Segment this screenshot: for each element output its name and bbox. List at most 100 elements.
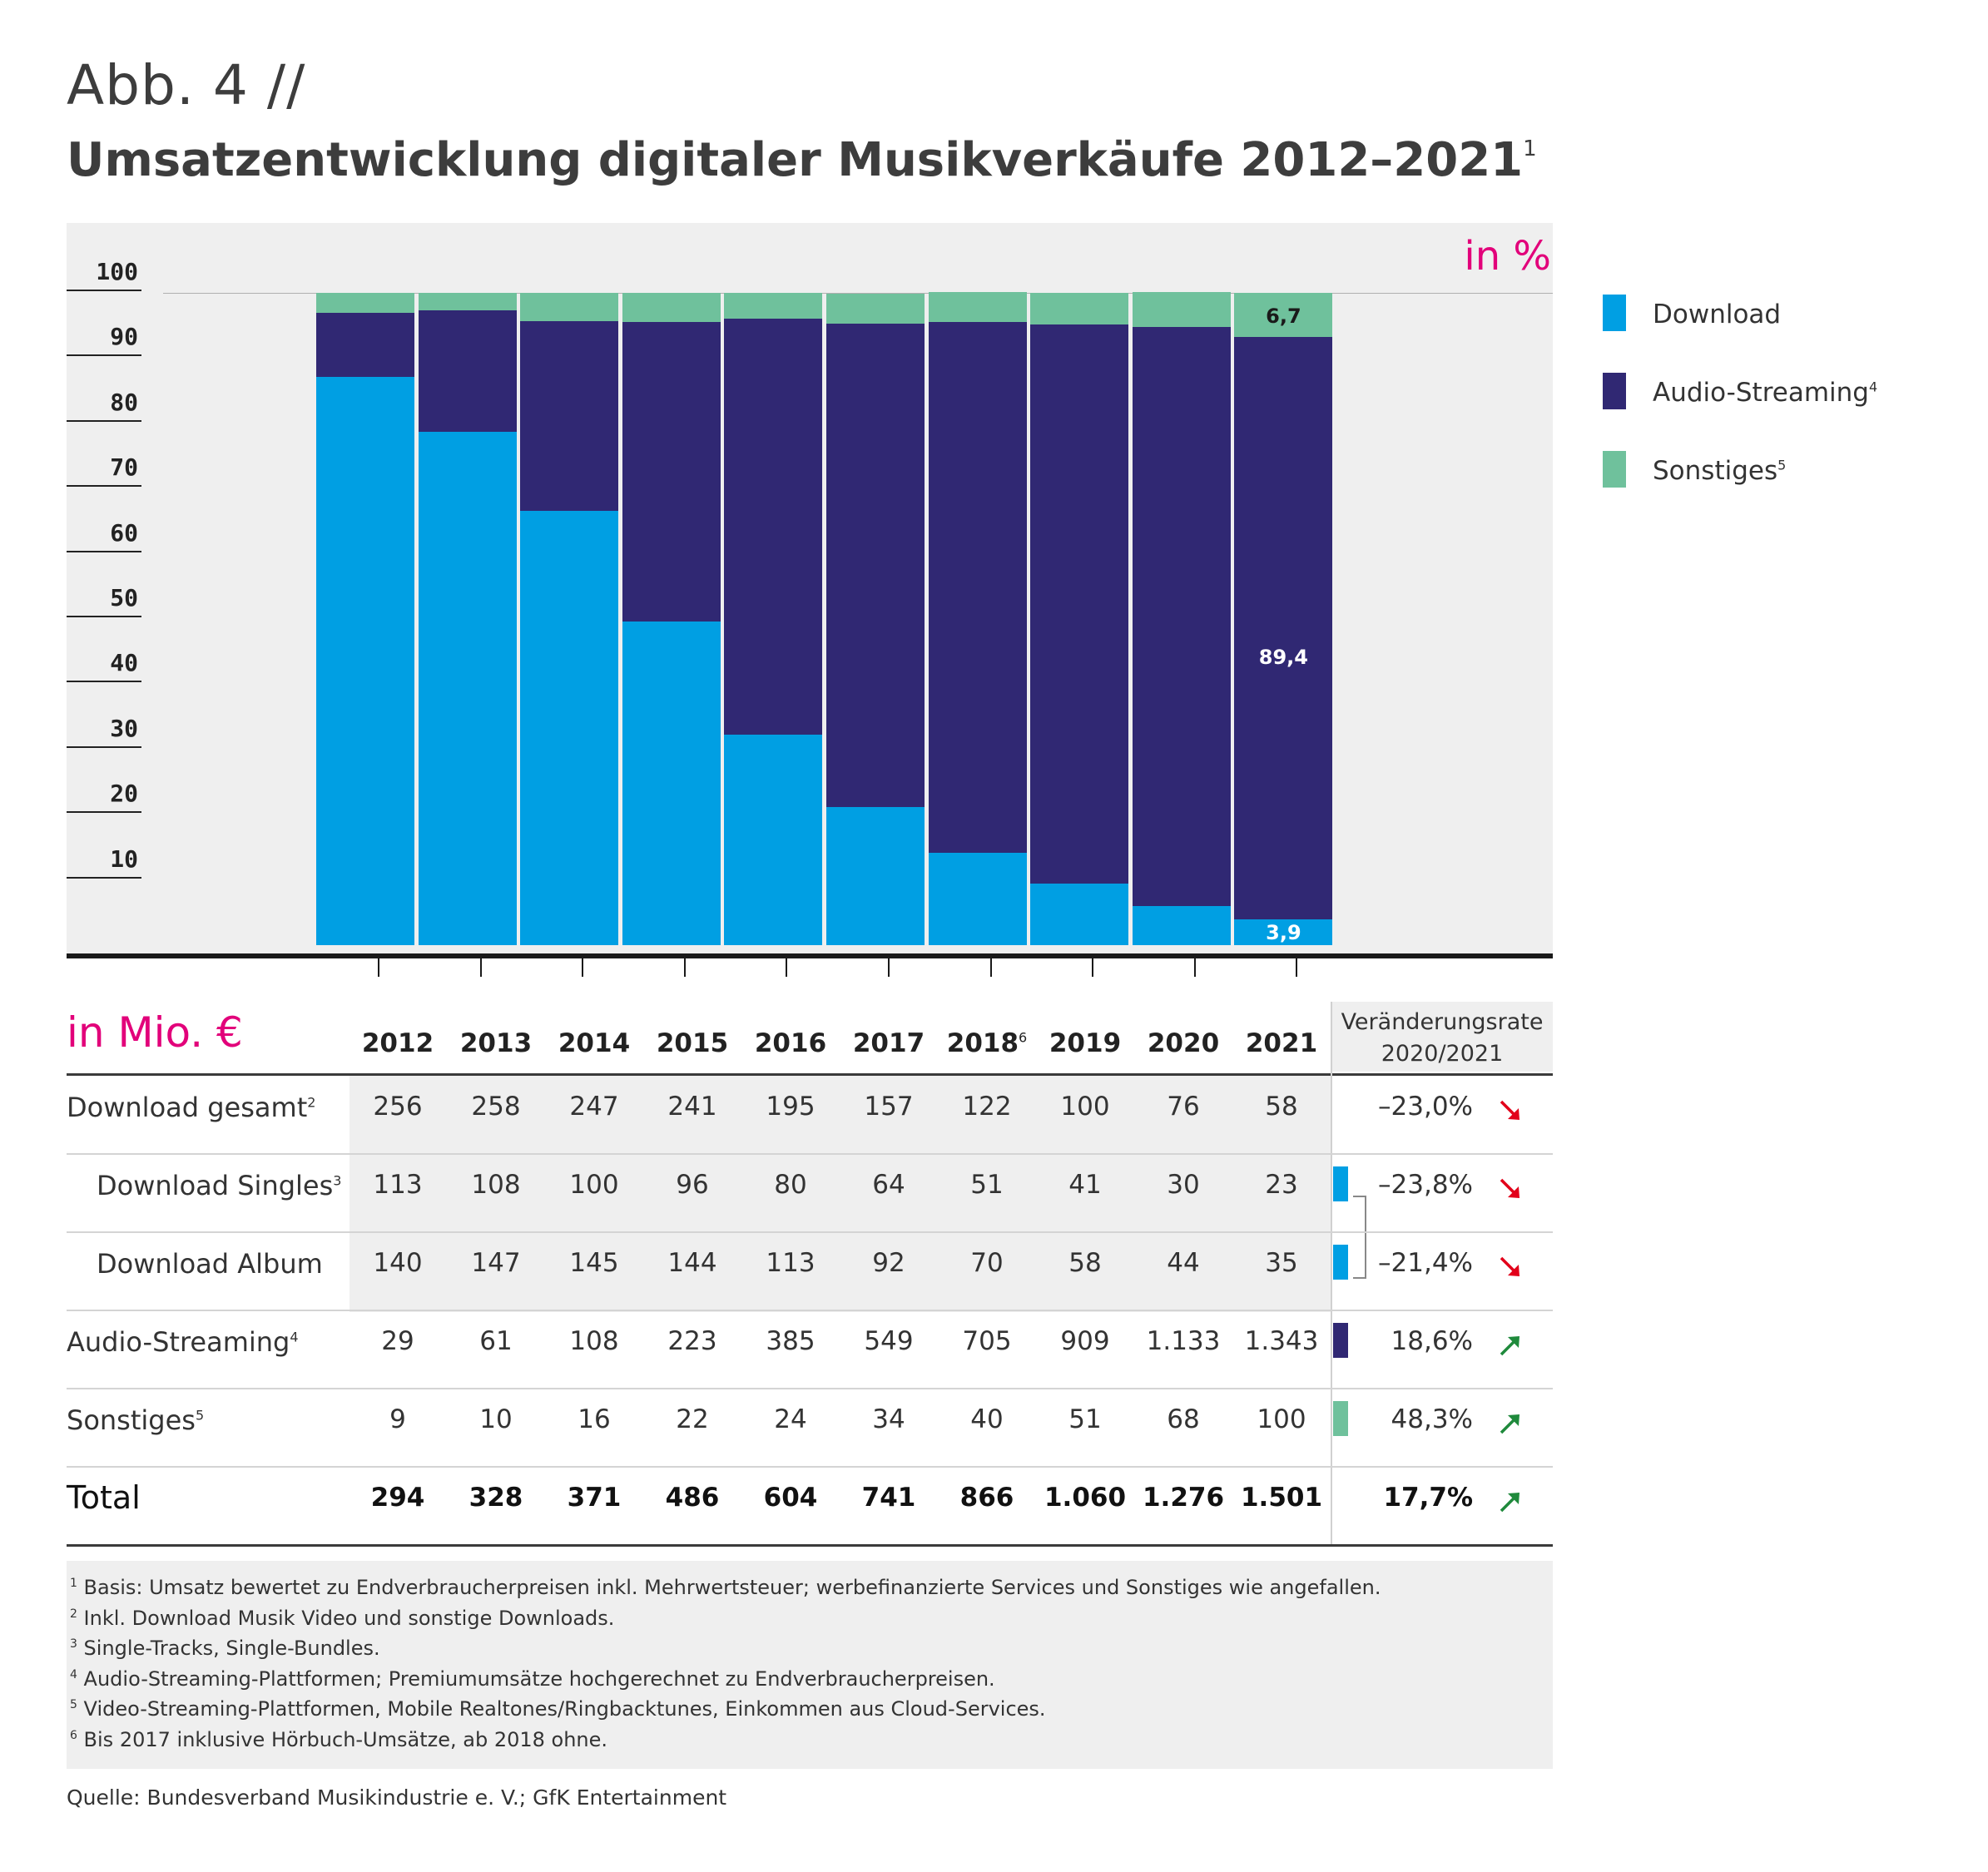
y-tick-line: [67, 876, 141, 879]
trend-up-arrow-icon: [1500, 1414, 1520, 1434]
footnote-6: 6 Bis 2017 inklusive Hörbuch-Umsätze, ab…: [70, 1728, 607, 1751]
x-tick-2015: [683, 958, 686, 977]
footnote-2: 2 Inkl. Download Musik Video und sonstig…: [70, 1607, 614, 1630]
bar-2021-sonstiges: [1234, 293, 1333, 337]
cell-download-singles-2018: 51: [970, 1170, 1004, 1200]
cell-total-2017: 741: [861, 1483, 916, 1513]
row-label-text: Audio-Streaming: [67, 1326, 290, 1358]
x-tick-2018: [989, 958, 992, 977]
legend-swatch: [1603, 295, 1626, 331]
y-tick-line: [67, 485, 141, 488]
cell-audio-streaming-2019: 909: [1060, 1326, 1110, 1356]
footnote-text: Single-Tracks, Single-Bundles.: [77, 1637, 380, 1660]
bar-2019-sonstiges: [1030, 293, 1129, 324]
bar-2019-download: [1030, 884, 1129, 945]
footnote-text: Inkl. Download Musik Video und sonstige …: [77, 1606, 615, 1630]
cell-download-album-2021: 35: [1265, 1248, 1298, 1278]
row-label-text: Download Singles: [97, 1170, 334, 1201]
bar-2019-audio-streaming: [1030, 324, 1129, 884]
cell-audio-streaming-2013: 61: [479, 1326, 513, 1356]
y-tick-label: 10: [110, 844, 138, 873]
column-header-text: 2014: [558, 1028, 631, 1058]
y-tick-label: 70: [110, 453, 138, 482]
y-tick-line: [67, 550, 141, 552]
cell-download-gesamt-2020: 76: [1167, 1092, 1200, 1122]
rate-header-line1: Veränderungsrate: [1341, 1009, 1544, 1035]
x-tick-2020: [1193, 958, 1196, 977]
x-axis-baseline: [67, 953, 1553, 958]
x-tick-2021: [1296, 958, 1298, 977]
cell-total-2012: 294: [370, 1483, 425, 1513]
row-label-footnote-ref: 5: [195, 1407, 205, 1424]
bar-2016-sonstiges: [724, 293, 823, 319]
bar-2015-audio-streaming: [622, 322, 721, 622]
cell-total-2015: 486: [665, 1483, 720, 1513]
data-label-2021-sonstiges: 6,7: [1266, 305, 1301, 328]
footnote-4: 4 Audio-Streaming-Plattformen; Premiumum…: [70, 1667, 995, 1691]
cell-sonstiges-2018: 40: [970, 1404, 1004, 1434]
chart-title-text: Umsatzentwicklung digitaler Musikverkäuf…: [67, 133, 1524, 187]
rate-sonstiges: 48,3%: [1391, 1404, 1473, 1434]
row-label-total: Total: [67, 1479, 141, 1516]
data-label-2021-audio-streaming: 89,4: [1258, 646, 1308, 669]
cell-download-singles-2017: 64: [872, 1170, 905, 1200]
column-header-text: 2020: [1147, 1028, 1220, 1058]
cell-download-album-2013: 147: [471, 1248, 521, 1278]
cell-download-album-2017: 92: [872, 1248, 905, 1278]
row-label-footnote-ref: 3: [333, 1172, 342, 1189]
cell-total-2013: 328: [468, 1483, 523, 1513]
column-header-text: 2021: [1245, 1028, 1318, 1058]
x-tick-2012: [378, 958, 379, 977]
column-header-2017: 2017: [843, 1028, 935, 1058]
download-bracket: [1353, 1196, 1366, 1279]
column-header-text: 2018: [946, 1028, 1019, 1058]
cell-download-gesamt-2012: 256: [373, 1092, 423, 1122]
y-tick-line: [67, 745, 141, 748]
cell-download-album-2020: 44: [1167, 1248, 1200, 1278]
figure-label: Abb. 4 //: [67, 53, 306, 117]
trend-down-arrow-icon: [1500, 1100, 1520, 1120]
bar-2018-audio-streaming: [928, 322, 1027, 854]
footnote-text: Bis 2017 inklusive Hörbuch-Umsätze, ab 2…: [77, 1727, 608, 1751]
rate-header: Veränderungsrate 2020/2021: [1331, 1007, 1553, 1070]
row-label-download-singles: Download Singles3: [97, 1170, 341, 1201]
cell-audio-streaming-2017: 549: [864, 1326, 914, 1356]
data-label-2021-download: 3,9: [1266, 920, 1301, 944]
bar-2013-audio-streaming: [418, 310, 517, 432]
column-header-2015: 2015: [647, 1028, 738, 1058]
column-header-2016: 2016: [745, 1028, 836, 1058]
legend-label-text: Sonstiges: [1653, 456, 1778, 486]
gridline-100: [163, 293, 1553, 294]
cell-download-singles-2016: 80: [774, 1170, 807, 1200]
column-header-text: 2015: [656, 1028, 729, 1058]
rate-download-gesamt: –23,0%: [1378, 1092, 1473, 1122]
footnote-1: 1 Basis: Umsatz bewertet zu Endverbrauch…: [70, 1576, 1381, 1599]
bar-2014-sonstiges: [520, 293, 619, 321]
legend-label-text: Audio-Streaming: [1653, 378, 1869, 408]
cell-download-album-2018: 70: [970, 1248, 1004, 1278]
cell-audio-streaming-2012: 29: [381, 1326, 414, 1356]
row-label-download-album: Download Album: [97, 1248, 323, 1280]
cell-download-album-2012: 140: [373, 1248, 423, 1278]
column-header-2012: 2012: [352, 1028, 444, 1058]
bar-2021-download: [1234, 919, 1333, 945]
unit-mio-label: in Mio. €: [67, 1008, 243, 1057]
cell-download-album-2014: 145: [569, 1248, 619, 1278]
cell-download-gesamt-2014: 247: [569, 1092, 619, 1122]
column-header-2013: 2013: [450, 1028, 542, 1058]
rate-header-background: [1331, 1002, 1553, 1072]
rate-download-album: –21,4%: [1378, 1248, 1473, 1278]
column-header-2014: 2014: [548, 1028, 640, 1058]
bar-2014-audio-streaming: [520, 320, 619, 511]
trend-down-arrow-icon: [1500, 1178, 1520, 1198]
cell-download-singles-2012: 113: [373, 1170, 423, 1200]
cell-download-gesamt-2018: 122: [962, 1092, 1012, 1122]
bar-2012-download: [316, 377, 414, 945]
cell-download-gesamt-2021: 58: [1265, 1092, 1298, 1122]
cell-total-2021: 1.501: [1240, 1483, 1323, 1513]
row-color-marker-download-album: [1333, 1245, 1348, 1280]
footnote-5: 5 Video-Streaming-Plattformen, Mobile Re…: [70, 1697, 1046, 1721]
bar-2016-audio-streaming: [724, 319, 823, 735]
cell-sonstiges-2012: 9: [389, 1404, 406, 1434]
x-tick-2014: [582, 958, 584, 977]
